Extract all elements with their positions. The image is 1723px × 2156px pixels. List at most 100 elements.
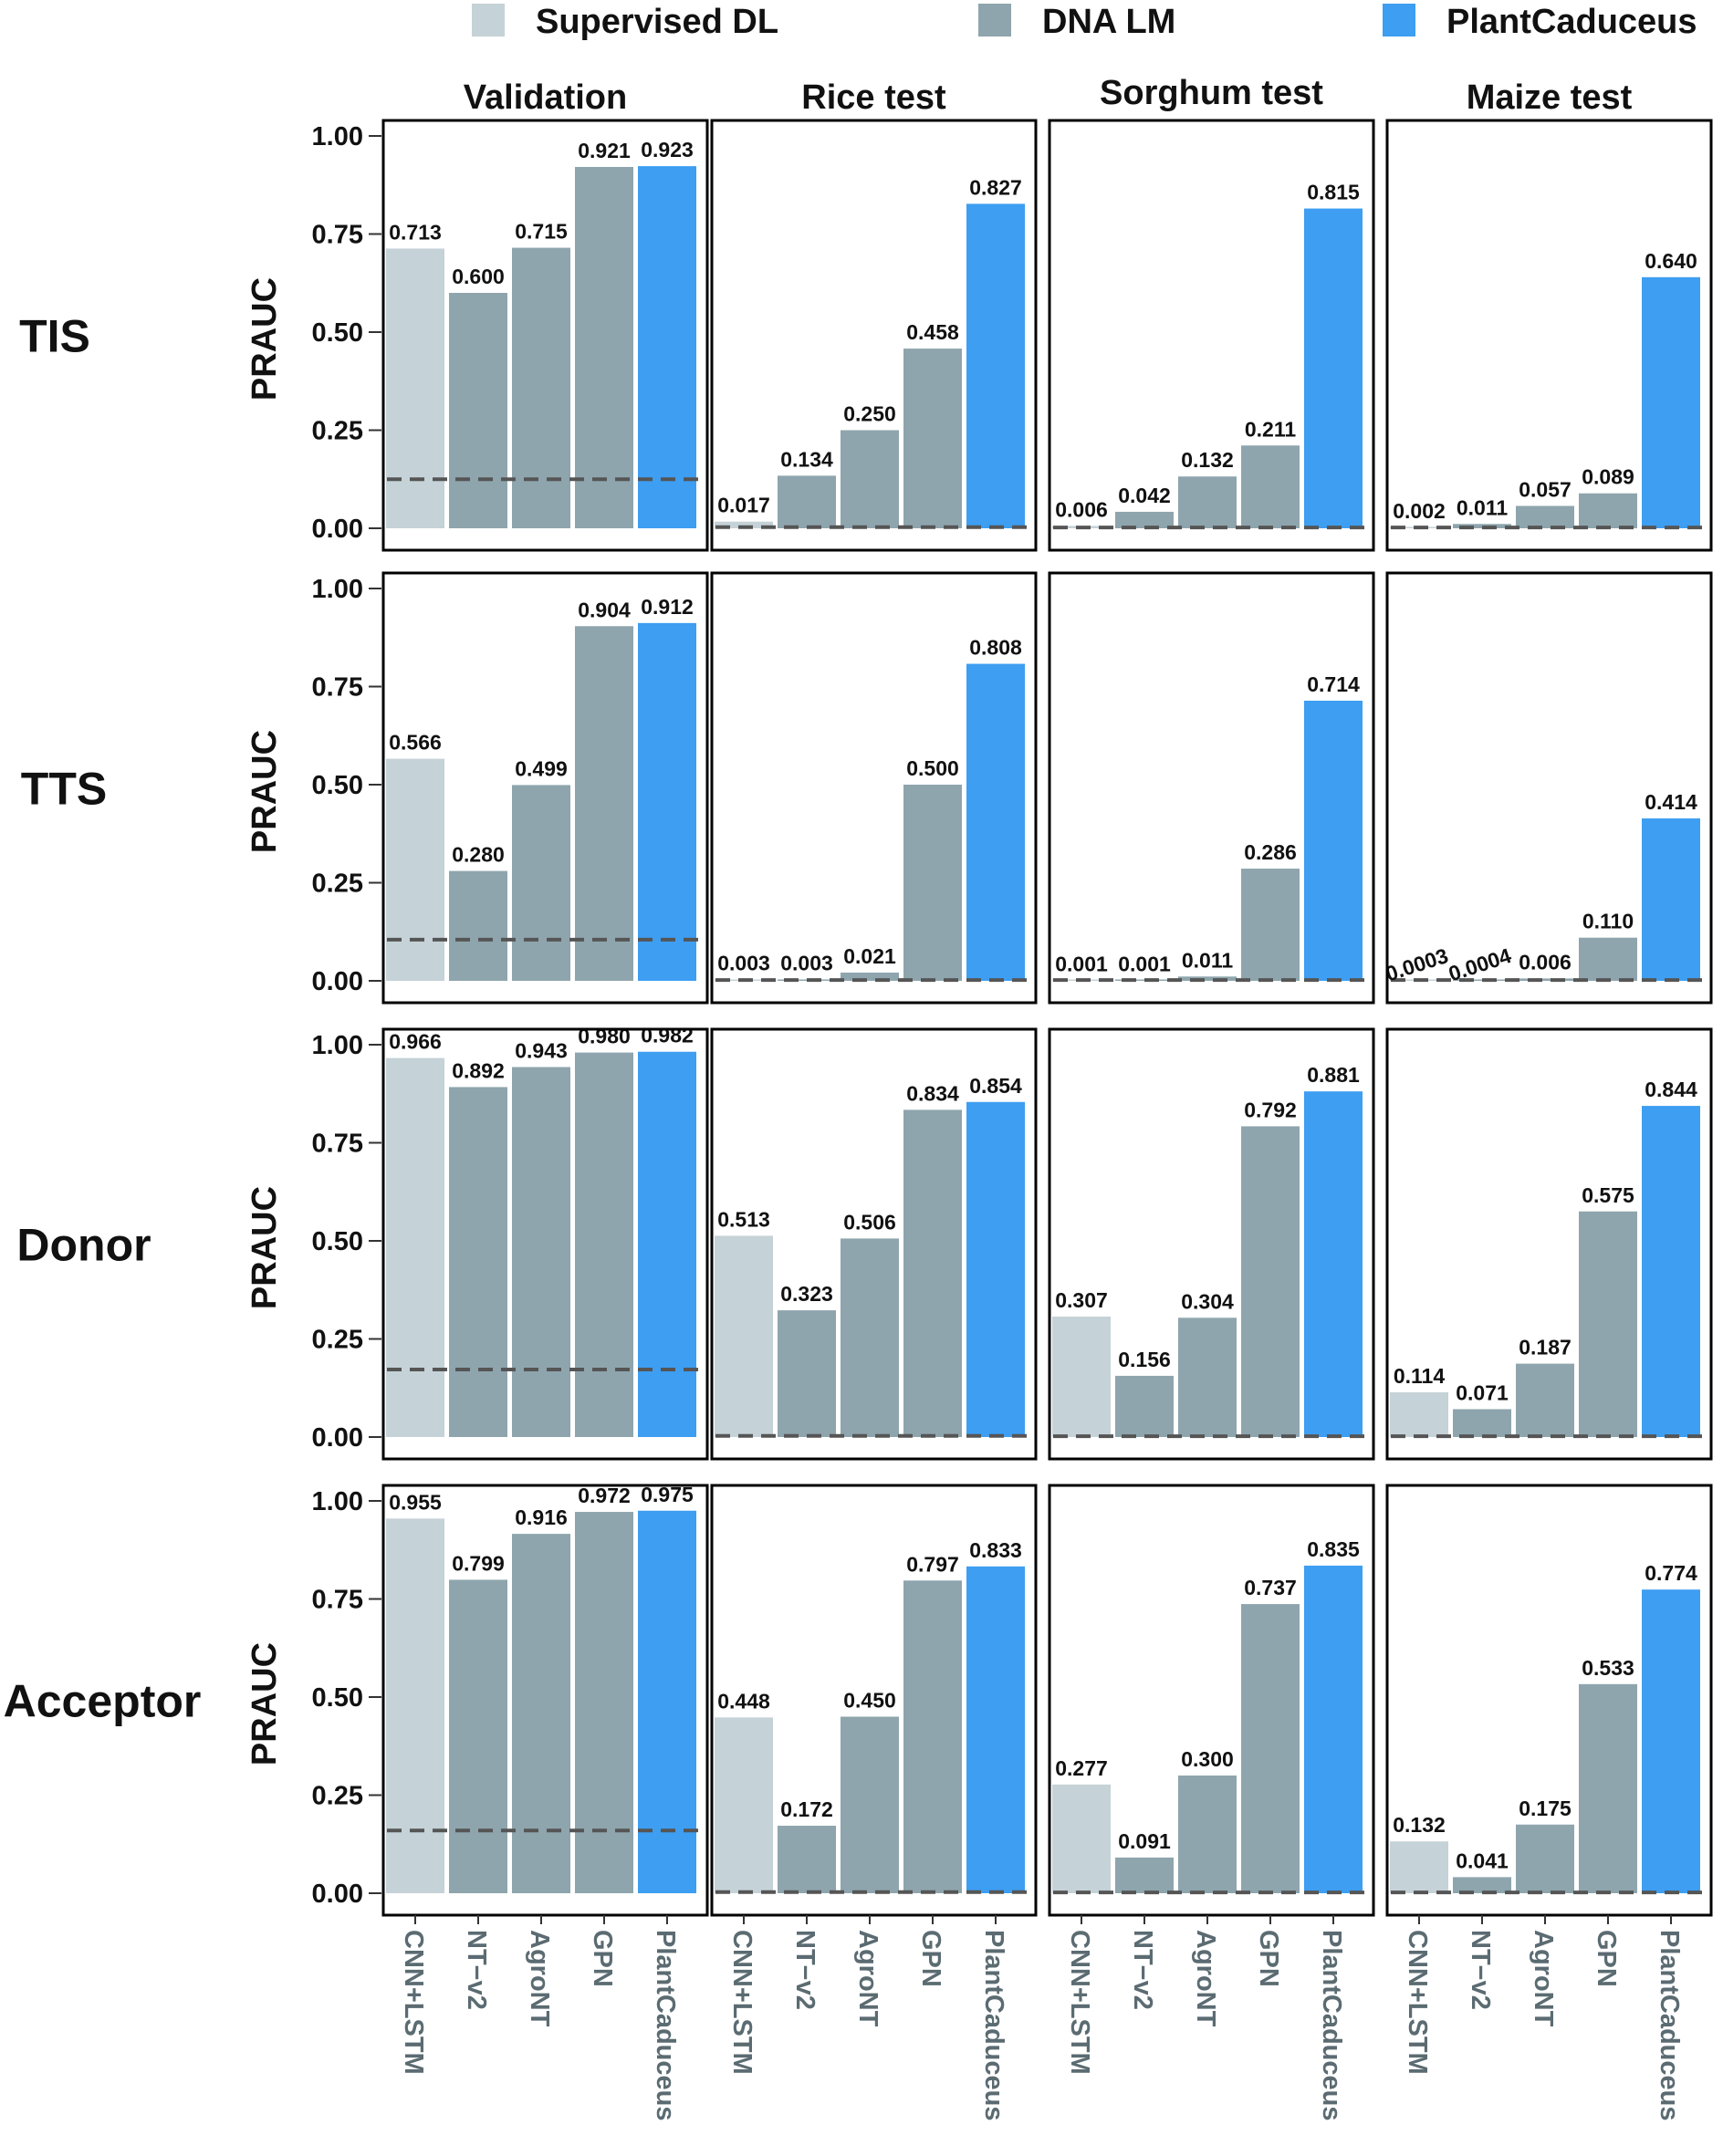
y-tick-label-0-1: 0.75 [312,221,363,250]
bar-2-1-1 [778,1310,836,1437]
x-tick-label-1-2: AgroNT [853,1930,882,2027]
panel-frame-0-3 [1385,119,1713,552]
bar-3-3-3 [1579,1683,1637,1893]
bar-3-3-1 [1453,1877,1511,1893]
bar-value-label-2-1-2: 0.506 [843,1210,896,1234]
bar-value-label-1-2-2: 0.011 [1182,948,1233,972]
bar-value-label-0-0-1: 0.600 [452,265,505,288]
panel-frame-0-1 [710,119,1038,552]
bar-2-2-2 [1178,1318,1237,1437]
bar-1-2-4 [1304,700,1363,981]
y-tick-label-3-4: 0.00 [312,1880,363,1909]
bar-2-2-1 [1115,1375,1174,1437]
x-tick-label-2-1: NT−v2 [1128,1930,1157,2010]
y-tick-label-0-4: 0.00 [312,515,363,544]
bar-value-label-0-2-1: 0.042 [1118,484,1171,507]
bar-value-label-3-3-2: 0.175 [1519,1797,1572,1820]
x-tick-label-2-0: CNN+LSTM [1065,1930,1094,2075]
bar-2-3-1 [1453,1409,1511,1437]
bar-3-1-2 [841,1716,899,1893]
bar-value-label-3-2-2: 0.300 [1181,1747,1234,1771]
bar-value-label-1-2-0: 0.001 [1055,953,1108,976]
bar-value-label-1-2-1: 0.001 [1118,953,1171,976]
bar-1-2-2 [1178,976,1237,981]
bar-value-label-2-2-3: 0.792 [1244,1098,1297,1121]
panel-frame-3-0 [381,1484,709,1917]
legend-label-2: PlantCaduceus [1446,3,1697,41]
bar-3-2-0 [1052,1784,1111,1893]
bar-2-0-4 [638,1051,696,1437]
bar-3-3-0 [1390,1841,1448,1893]
bar-value-label-3-3-3: 0.533 [1582,1656,1634,1680]
bar-0-2-4 [1304,208,1363,529]
bar-value-label-0-1-3: 0.458 [906,320,959,344]
column-title-0: Validation [464,78,627,117]
bar-3-2-4 [1304,1565,1363,1893]
bar-3-0-1 [449,1579,507,1893]
x-tick-label-0-1: NT−v2 [462,1930,491,2010]
row-title-0: TIS [19,311,90,362]
bar-value-label-1-1-0: 0.003 [717,952,770,975]
x-tick-label-3-0: CNN+LSTM [1403,1930,1432,2075]
legend-swatch-0 [472,4,505,36]
bar-3-0-4 [638,1510,696,1893]
x-tick-label-3-4: PlantCaduceus [1655,1930,1684,2121]
bar-0-0-0 [386,248,444,528]
bar-value-label-1-3-2: 0.006 [1519,950,1572,974]
bar-value-label-1-3-4: 0.414 [1645,790,1697,814]
x-tick-label-3-2: AgroNT [1529,1930,1558,2027]
bar-1-3-4 [1642,818,1700,981]
bar-value-label-1-1-1: 0.003 [780,952,833,975]
x-tick-label-1-4: PlantCaduceus [979,1930,1008,2121]
panel-frame-1-3 [1385,571,1713,1005]
bar-value-label-2-1-0: 0.513 [717,1207,770,1231]
bar-2-2-0 [1052,1316,1111,1437]
bar-2-1-0 [715,1235,773,1437]
bar-value-label-0-3-3: 0.089 [1582,465,1634,489]
bar-value-label-2-2-4: 0.881 [1307,1063,1360,1087]
bar-value-label-1-0-4: 0.912 [641,595,694,619]
bar-3-1-1 [778,1826,836,1893]
x-tick-label-0-0: CNN+LSTM [399,1930,428,2075]
bar-value-label-0-1-0: 0.017 [717,494,770,517]
panel-frame-0-2 [1048,119,1375,552]
legend-swatch-1 [978,4,1011,36]
bar-value-label-3-0-3: 0.972 [578,1484,631,1507]
bar-value-label-0-0-3: 0.921 [578,139,631,162]
bar-2-0-2 [512,1067,570,1437]
bar-3-1-4 [966,1566,1025,1893]
x-tick-label-3-1: NT−v2 [1466,1930,1495,2010]
panel-frame-2-3 [1385,1027,1713,1461]
legend-label-0: Supervised DL [536,3,778,41]
bar-value-label-3-2-3: 0.737 [1244,1576,1297,1599]
y-axis-title-2: PRAUC [245,1186,284,1309]
bar-2-1-3 [903,1109,962,1437]
bar-value-label-3-1-2: 0.450 [843,1689,896,1713]
bar-3-2-3 [1241,1604,1300,1893]
bar-2-2-3 [1241,1126,1300,1437]
bar-value-label-0-0-0: 0.713 [389,220,442,244]
bar-value-label-0-1-2: 0.250 [843,402,896,426]
bar-0-2-3 [1241,445,1300,528]
y-tick-label-0-0: 1.00 [312,122,363,151]
bar-value-label-2-2-0: 0.307 [1055,1288,1108,1312]
bar-0-1-0 [715,521,773,528]
x-tick-label-3-3: GPN [1592,1930,1621,1987]
y-tick-label-2-4: 0.00 [312,1423,363,1453]
bar-1-0-3 [575,626,633,981]
bar-value-label-2-1-3: 0.834 [906,1081,959,1105]
y-tick-label-0-3: 0.25 [312,417,363,446]
bar-3-1-3 [903,1580,962,1893]
bar-value-label-0-2-2: 0.132 [1181,448,1234,472]
bar-value-label-2-3-0: 0.114 [1394,1364,1445,1388]
bar-value-label-1-3-1: 0.0004 [1446,943,1514,986]
bar-0-3-2 [1516,505,1574,528]
bar-1-3-3 [1579,937,1637,981]
bar-value-label-1-1-4: 0.808 [969,636,1022,660]
bar-value-label-3-1-1: 0.172 [780,1797,833,1821]
bar-0-1-1 [778,475,836,528]
bar-1-0-4 [638,622,696,981]
panel-frame-1-2 [1048,571,1375,1005]
bar-value-label-0-1-4: 0.827 [969,175,1022,199]
y-axis-title-0: PRAUC [245,277,284,401]
